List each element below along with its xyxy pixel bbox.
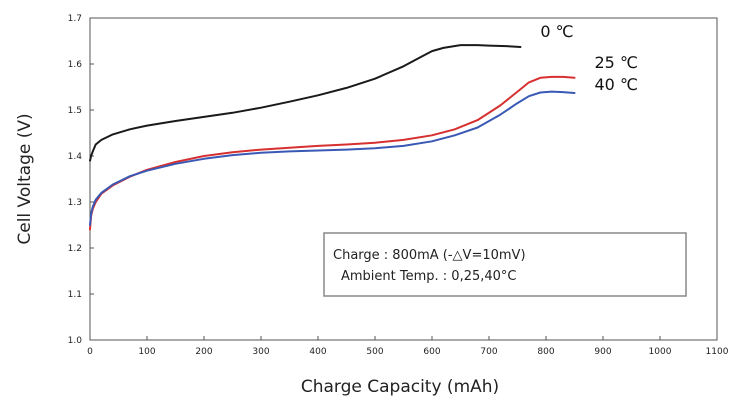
x-axis: 0 100 200 300 400 500 600 700 800 900 1000 1100 [87, 336, 729, 357]
y-tick-label-2: 1.2 [68, 244, 82, 254]
x-tick-label-7: 700 [480, 347, 497, 357]
x-tick-label-10: 1000 [649, 347, 672, 357]
x-tick-label-9: 900 [594, 347, 611, 357]
y-axis-title: Cell Voltage (V) [15, 113, 35, 244]
x-tick-label-8: 800 [537, 347, 554, 357]
y-tick-label-5: 1.5 [68, 106, 82, 116]
series-line-0 [89, 44, 522, 162]
x-tick-label-2: 200 [195, 347, 212, 357]
series-label-1: 25 ℃ [595, 53, 638, 72]
y-tick-label-1: 1.1 [68, 290, 82, 300]
x-tick-label-6: 600 [423, 347, 440, 357]
x-tick-label-5: 500 [366, 347, 383, 357]
series-line-2 [89, 90, 576, 226]
y-axis: 1.0 1.1 1.2 1.3 1.4 1.5 1.6 1.7 [68, 14, 94, 346]
annotation-box: Charge : 800mA (-△V=10mV) Ambient Temp. … [323, 232, 687, 297]
annotation-line-2: Ambient Temp. : 0,25,40°C [341, 269, 517, 284]
x-tick-label-1: 100 [138, 347, 155, 357]
series-label-2: 40 ℃ [595, 75, 638, 94]
x-tick-label-0: 0 [87, 347, 93, 357]
series-lines [89, 44, 576, 231]
y-tick-label-3: 1.3 [68, 198, 82, 208]
series-labels: 0 ℃ 25 ℃ 40 ℃ [540, 22, 638, 94]
annotation-line-1: Charge : 800mA (-△V=10mV) [333, 248, 526, 263]
x-tick-label-3: 300 [252, 347, 269, 357]
x-tick-label-11: 1100 [706, 347, 729, 357]
y-tick-label-4: 1.4 [68, 152, 83, 162]
x-axis-title: Charge Capacity (mAh) [301, 377, 499, 397]
x-tick-label-4: 400 [309, 347, 326, 357]
y-tick-label-0: 1.0 [68, 336, 83, 346]
series-label-0: 0 ℃ [540, 22, 573, 41]
y-tick-label-7: 1.7 [68, 14, 82, 24]
y-tick-label-6: 1.6 [68, 60, 83, 70]
